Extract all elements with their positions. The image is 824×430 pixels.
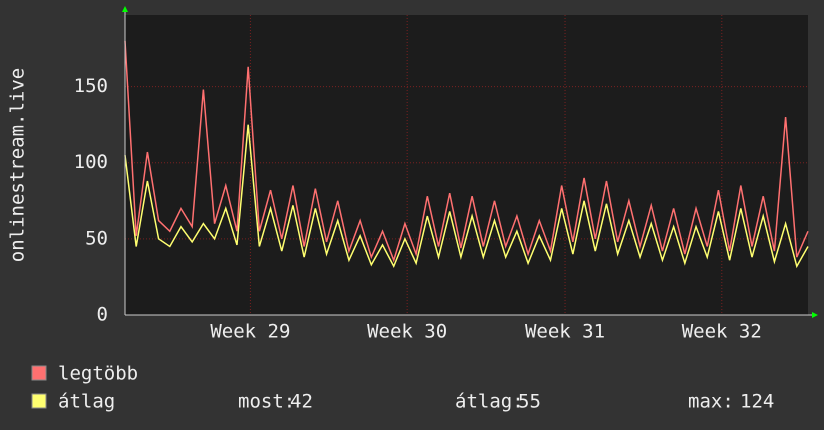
legend-label: átlag xyxy=(58,391,115,413)
x-arrow xyxy=(812,312,818,318)
legend-swatch xyxy=(31,365,47,381)
x-tick-label: Week 30 xyxy=(367,321,447,343)
stat-value: 42 xyxy=(290,391,313,413)
x-tick-label: Week 29 xyxy=(210,321,290,343)
y-arrow xyxy=(122,6,128,12)
y-tick-label: 0 xyxy=(97,304,108,326)
series-line xyxy=(124,124,809,269)
plot-area xyxy=(125,15,808,315)
stat-label: átlag: xyxy=(455,391,524,413)
grid xyxy=(125,15,808,316)
lines xyxy=(124,40,809,269)
legend: legtöbb átlag most:42 átlag:55 max: 124 xyxy=(31,363,774,413)
x-tick-label: Week 31 xyxy=(525,321,605,343)
stat-value: 124 xyxy=(740,391,774,413)
y-tick-label: 100 xyxy=(74,151,108,173)
stat-label: most: xyxy=(238,391,295,413)
y-tick-label: 150 xyxy=(74,75,108,97)
x-tick-label: Week 32 xyxy=(682,321,762,343)
stat-label: max: xyxy=(688,391,734,413)
legend-label: legtöbb xyxy=(58,363,138,385)
y-tick-label: 50 xyxy=(85,227,108,249)
y-axis-label: onlinestream.live xyxy=(7,68,29,262)
series-line xyxy=(124,40,809,263)
stat-value: 55 xyxy=(518,391,541,413)
legend-swatch xyxy=(31,393,47,409)
